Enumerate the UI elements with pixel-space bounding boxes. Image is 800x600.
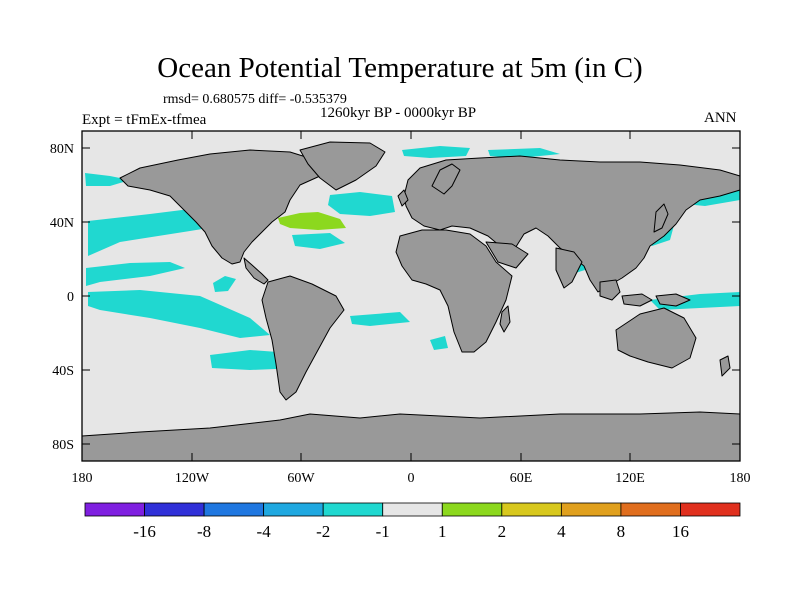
colorbar-label: 16 xyxy=(672,522,689,541)
colorbar-box xyxy=(441,502,503,517)
map-title: Ocean Potential Temperature at 5m (in C) xyxy=(157,52,643,84)
y-tick-label: 80N xyxy=(50,142,74,157)
y-tick-label: 40S xyxy=(52,364,74,379)
x-tick-label: 120W xyxy=(175,471,210,486)
colorbar-label: 8 xyxy=(617,522,626,541)
y-tick-label: 40N xyxy=(50,216,74,231)
colorbar-label: -1 xyxy=(376,522,390,541)
colorbar-box xyxy=(263,502,324,517)
colorbar-box xyxy=(84,502,145,517)
stats-line: rmsd= 0.680575 diff= -0.535379 xyxy=(163,92,347,107)
x-tick-label: 60E xyxy=(510,471,533,486)
period-label: 1260kyr BP - 0000kyr BP xyxy=(320,105,477,121)
land-masses xyxy=(81,141,741,462)
colorbar-box xyxy=(382,502,443,517)
colorbar-label: 1 xyxy=(438,522,447,541)
x-tick-label: 180 xyxy=(72,471,93,486)
axis-ticks xyxy=(81,131,741,461)
colorbar-labels: -16 -8 -4 -2 -1 1 2 4 8 16 xyxy=(133,522,689,541)
colorbar-box xyxy=(144,502,205,517)
x-tick-label: 180 xyxy=(730,471,751,486)
experiment-label: Expt = tFmEx-tfmea xyxy=(82,112,207,128)
colorbar-box xyxy=(680,502,741,517)
x-tick-label: 0 xyxy=(408,471,415,486)
colorbar-box xyxy=(322,502,384,517)
colorbar-label: -8 xyxy=(197,522,211,541)
y-tick-label: 0 xyxy=(67,290,74,305)
x-tick-label: 60W xyxy=(287,471,315,486)
colorbar-box xyxy=(620,502,681,517)
x-tick-label: 120E xyxy=(615,471,645,486)
colorbar xyxy=(84,502,741,517)
colorbar-box xyxy=(203,502,265,517)
colorbar-label: 4 xyxy=(557,522,566,541)
map-panel: 80N 40N 0 40S 80S 180 120W 60W 0 60E 120… xyxy=(50,130,751,486)
colorbar-label: -2 xyxy=(316,522,330,541)
colorbar-box xyxy=(501,502,562,517)
colorbar-label: -16 xyxy=(133,522,156,541)
colorbar-label: -4 xyxy=(257,522,272,541)
colorbar-box xyxy=(560,502,622,517)
y-tick-label: 80S xyxy=(52,438,74,453)
season-label: ANN xyxy=(704,110,737,126)
colorbar-label: 2 xyxy=(498,522,507,541)
